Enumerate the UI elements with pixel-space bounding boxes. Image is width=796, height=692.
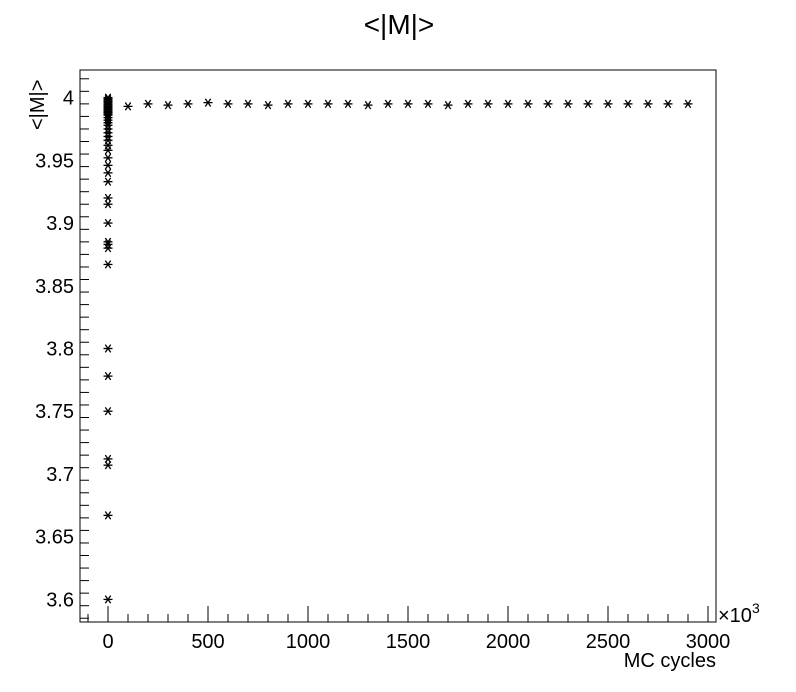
data-point [283,99,293,109]
data-point [103,128,113,137]
data-point [103,124,113,134]
x-tick-label: 2500 [586,631,631,653]
data-point [243,99,253,109]
y-tick-label: 3.9 [46,213,74,235]
data-point [123,102,133,111]
data-points [103,93,693,604]
data-point [103,460,113,470]
data-point [603,99,613,109]
x-axis-multiplier: ×103 [718,600,760,627]
data-point [443,100,453,110]
y-tick-label: 3.7 [46,464,74,486]
data-point [103,193,113,203]
data-point [103,454,113,464]
data-point [483,99,493,109]
data-point [103,243,113,253]
data-point [323,99,333,109]
data-point [103,218,113,228]
y-tick-label: 4 [63,88,74,110]
data-point [103,93,113,102]
data-point [143,99,153,109]
data-point [103,260,113,269]
data-point [103,237,113,247]
data-point [263,100,273,110]
data-point [103,132,113,141]
x-axis-multiplier-base: ×10 [718,605,752,627]
data-point [523,99,533,109]
data-point [103,595,113,604]
y-axis: 3.6 3.65 3.7 3.75 3.8 3.85 3.9 3.95 4 [35,78,89,619]
chart-title: <|M|> [364,9,435,40]
y-tick-label: 3.75 [35,401,74,423]
y-tick-label: 3.8 [46,339,74,361]
data-point [183,99,193,109]
data-point [103,407,113,416]
data-point [423,99,433,109]
data-point [363,100,373,110]
data-point [103,511,113,520]
x-tick-label: 500 [191,631,224,653]
data-point [103,371,113,381]
y-tick-label: 3.85 [35,276,74,298]
data-point [103,344,113,353]
x-tick-label: 0 [102,631,113,653]
data-point [543,99,553,109]
x-tick-label: 3000 [686,631,731,653]
data-point [503,99,513,109]
data-point [343,99,353,109]
y-tick-label: 3.6 [46,589,74,611]
data-point [683,99,693,109]
data-point [103,200,113,209]
x-axis-multiplier-exponent: 3 [752,600,760,616]
data-point [163,100,173,110]
data-point [103,177,113,186]
y-axis-title: <|M|> [27,80,49,130]
data-point [103,94,113,104]
data-point [403,99,413,109]
data-point [203,98,213,107]
x-axis: 0 500 1000 1500 2000 2500 3000 [87,606,731,653]
data-point [223,99,233,109]
data-point [103,136,113,145]
data-point [103,153,113,163]
x-axis-title: MC cycles [624,650,716,672]
y-tick-label: 3.65 [35,527,74,549]
y-tick-label: 3.95 [35,150,74,172]
data-point [303,99,313,109]
data-point [383,99,393,109]
data-point [663,99,673,109]
data-point [623,99,633,109]
data-point [103,146,113,155]
x-tick-label: 2000 [486,631,531,653]
data-point [563,99,573,109]
data-point [103,141,113,150]
plot-frame [79,69,717,623]
x-tick-label: 1500 [386,631,431,653]
data-point [103,161,113,170]
data-point [643,99,653,109]
x-tick-label: 1000 [286,631,331,653]
data-point [463,99,473,109]
data-point [583,99,593,109]
data-point [103,168,113,178]
